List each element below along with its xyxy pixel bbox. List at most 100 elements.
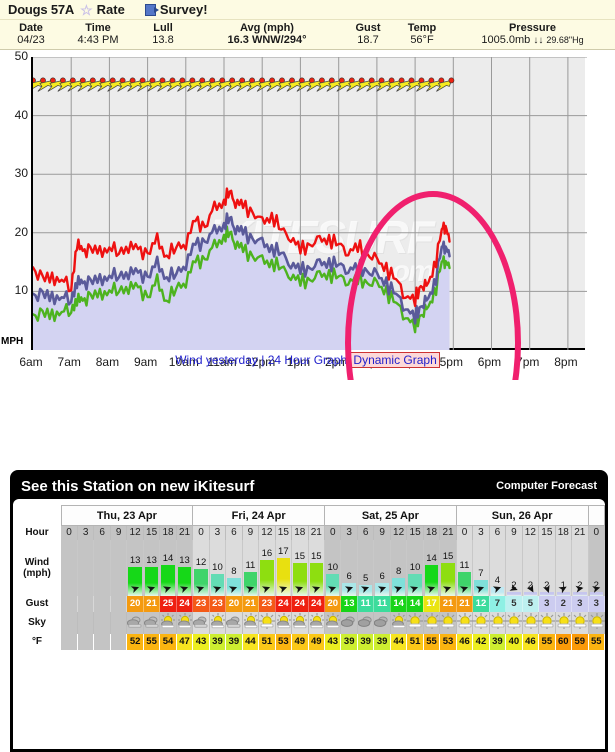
pressure-trend-icon: ↓↓ bbox=[533, 35, 544, 46]
forecast-day-3: Sun, 26 Apr bbox=[455, 505, 589, 526]
forecast-temp-cell: 47 bbox=[176, 633, 194, 650]
forecast-wind-bar bbox=[128, 566, 142, 596]
partly-cloudy-icon bbox=[193, 616, 209, 632]
partly-cloudy-icon bbox=[226, 616, 242, 632]
row-label-gust: Gust bbox=[13, 595, 61, 612]
forecast-sky-cell bbox=[522, 611, 540, 634]
forecast-sky-cell bbox=[571, 611, 589, 634]
forecast-sky-cell bbox=[77, 611, 95, 634]
cloudy-icon bbox=[374, 616, 390, 632]
survey-label: Survey! bbox=[159, 2, 208, 17]
forecast-temp-cell: 51 bbox=[258, 633, 276, 650]
col-date: Date bbox=[19, 22, 43, 34]
forecast-gust-cell: 12 bbox=[472, 595, 490, 612]
wind-direction-icon: ➤ bbox=[309, 581, 323, 596]
forecast-title[interactable]: See this Station on new iKitesurf bbox=[21, 477, 255, 495]
wind-direction-icon: ➤ bbox=[540, 582, 555, 596]
forecast-header-bar: See this Station on new iKitesurf Comput… bbox=[13, 473, 605, 499]
forecast-gust-cell: 3 bbox=[587, 595, 605, 612]
forecast-wind-bar bbox=[474, 579, 488, 596]
pressure-mb: 1005.0mb bbox=[481, 34, 531, 46]
current-readings: Date Time Lull Avg (mph) Gust Temp Press… bbox=[0, 20, 615, 50]
chart-svg bbox=[33, 57, 587, 350]
readings-table: Date Time Lull Avg (mph) Gust Temp Press… bbox=[0, 21, 615, 47]
forecast-wind-value: 10 bbox=[409, 561, 421, 573]
forecast-gust-cell: 2 bbox=[555, 595, 573, 612]
row-label-wind-line2: (mph) bbox=[23, 567, 51, 579]
wind-direction-icon: ➤ bbox=[194, 581, 208, 596]
wind-direction-icon: ➤ bbox=[490, 581, 504, 596]
forecast-sky-cell bbox=[505, 611, 523, 634]
forecast-temp-cell: 44 bbox=[390, 633, 408, 650]
forecast-temp-cell: 54 bbox=[159, 633, 177, 650]
forecast-wind-cell: 5 ➤ bbox=[357, 539, 375, 596]
sun-behind-cloud-icon bbox=[309, 613, 325, 632]
sun-behind-cloud-icon bbox=[391, 613, 407, 632]
wind-direction-icon: ➤ bbox=[457, 581, 471, 596]
forecast-corner bbox=[13, 505, 61, 526]
forecast-gust-cell: 20 bbox=[225, 595, 243, 612]
forecast-temp-cell: 39 bbox=[373, 633, 391, 650]
forecast-wind-cell: 1 ➤ bbox=[555, 539, 573, 596]
forecast-hour-cell: 15 bbox=[275, 525, 293, 540]
forecast-gust-cell: 7 bbox=[489, 595, 507, 612]
forecast-wind-bar bbox=[375, 582, 389, 596]
forecast-hour-cell: 9 bbox=[505, 525, 523, 540]
forecast-temp-cell: 39 bbox=[340, 633, 358, 650]
forecast-gust-cell bbox=[110, 595, 128, 612]
wind-direction-icon: ➤ bbox=[276, 581, 290, 596]
forecast-hour-cell: 6 bbox=[489, 525, 507, 540]
y-tick-40: 40 bbox=[14, 107, 28, 122]
wind-direction-icon: ➤ bbox=[523, 581, 539, 596]
wind-direction-icon: ➤ bbox=[359, 581, 372, 596]
forecast-wind-cell: 2 ➤ bbox=[587, 539, 605, 596]
forecast-wind-direction: ➤ bbox=[374, 581, 389, 596]
wind-direction-icon: ➤ bbox=[375, 581, 389, 596]
forecast-sky-cell bbox=[209, 611, 227, 634]
forecast-wind-cell: 2 ➤ bbox=[522, 539, 540, 596]
forecast-gust-cell: 23 bbox=[258, 595, 276, 612]
forecast-temp-cell bbox=[77, 633, 95, 650]
forecast-wind-cell: 8 ➤ bbox=[225, 539, 243, 596]
forecast-wind-cell: 14 ➤ bbox=[159, 539, 177, 596]
forecast-gust-cell bbox=[61, 595, 78, 612]
forecast-wind-bar bbox=[556, 591, 571, 596]
forecast-gust-cell: 24 bbox=[275, 595, 293, 612]
forecast-wind-direction: ➤ bbox=[309, 581, 324, 596]
y-tick-10: 10 bbox=[14, 283, 28, 298]
forecast-sky-cell bbox=[291, 611, 309, 634]
x-tick-6pm: 6pm bbox=[477, 355, 502, 369]
forecast-wind-cell: 15 ➤ bbox=[308, 539, 326, 596]
forecast-wind-direction: ➤ bbox=[127, 581, 142, 595]
forecast-wind-value: 10 bbox=[327, 561, 339, 573]
forecast-hour-cell: 6 bbox=[93, 525, 111, 540]
wind-direction-icon: ➤ bbox=[210, 581, 224, 596]
forecast-wind-value: 13 bbox=[129, 554, 141, 566]
forecast-wind-direction: ➤ bbox=[144, 581, 159, 595]
x-tick-7am: 7am bbox=[57, 355, 81, 369]
rate-link[interactable]: ☆ Rate bbox=[80, 2, 125, 17]
sun-behind-cloud-icon bbox=[243, 613, 259, 632]
forecast-wind-cell bbox=[110, 539, 128, 596]
forecast-gust-cell: 11 bbox=[357, 595, 375, 612]
forecast-wind-direction: ➤ bbox=[473, 581, 488, 595]
col-avg: Avg (mph) bbox=[240, 22, 294, 34]
station-header: Dougs 57A ☆ Rate Survey! bbox=[0, 0, 615, 20]
forecast-wind-bar bbox=[424, 564, 439, 596]
forecast-wind-direction: ➤ bbox=[210, 581, 225, 596]
survey-link[interactable]: Survey! bbox=[144, 2, 208, 17]
link-dynamic-graph[interactable]: Dynamic Graph bbox=[350, 352, 440, 368]
forecast-wind-value: 4 bbox=[494, 574, 501, 586]
forecast-wind-cell: 10 ➤ bbox=[209, 539, 227, 596]
forecast-temp-cell: 52 bbox=[126, 633, 144, 650]
forecast-temp-cell: 55 bbox=[587, 633, 605, 650]
link-24-hour-graph[interactable]: 24 Hour Graph bbox=[267, 353, 348, 367]
forecast-gust-cell: 24 bbox=[308, 595, 326, 612]
forecast-wind-bar bbox=[523, 591, 538, 596]
forecast-temp-cell: 39 bbox=[225, 633, 243, 650]
forecast-wind-direction: ➤ bbox=[506, 581, 521, 595]
sun-behind-cloud-icon bbox=[177, 613, 193, 632]
sun-icon bbox=[440, 613, 457, 632]
forecast-wind-cell: 4 ➤ bbox=[489, 539, 507, 596]
link-wind-yesterday[interactable]: Wind yesterday bbox=[175, 353, 258, 367]
